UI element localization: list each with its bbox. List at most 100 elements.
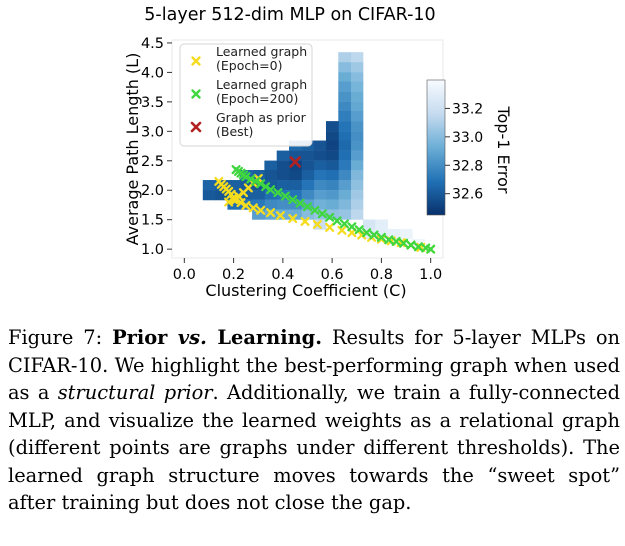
heatmap-cell: [227, 199, 241, 210]
series-point-1: [391, 236, 401, 247]
heatmap-cell: [313, 140, 327, 151]
heatmap-cell: [202, 190, 216, 201]
heatmap-cell: [313, 160, 327, 171]
heatmap-cell: [325, 199, 339, 210]
series-point-1: [295, 198, 305, 208]
heatmap-cell: [227, 180, 241, 191]
series-point-0: [275, 211, 285, 221]
legend-box: [179, 43, 313, 147]
legend-marker-0: [191, 56, 201, 66]
heatmap-cell: [264, 209, 278, 220]
series-point-1: [302, 202, 313, 212]
heatmap-cell: [313, 219, 327, 230]
heatmap-cell: [264, 160, 278, 171]
caption-text-1: Results for 5-layer MLPs on CIFAR-10. We…: [8, 326, 620, 404]
heatmap-cell: [325, 140, 339, 151]
series-point-1: [265, 185, 276, 195]
heatmap-cell: [289, 150, 302, 161]
colorbar-ticks: 32.6 32.8 33.0 33.2: [445, 101, 483, 203]
heatmap-cell: [264, 199, 278, 210]
series-point-1: [273, 188, 283, 198]
heatmap-cell: [289, 180, 302, 191]
heatmap-cell: [313, 180, 327, 191]
heatmap-cell: [338, 180, 352, 191]
y-axis-label: Average Path Length (L): [123, 53, 142, 246]
legend-marker-2: [190, 121, 202, 133]
heatmap-cell: [301, 190, 315, 201]
heatmap-cell: [276, 199, 290, 210]
series-point-1: [317, 209, 327, 219]
colorbar-tick-label: 33.2: [452, 101, 483, 117]
heatmap-cell: [289, 199, 302, 210]
heatmap-cell: [338, 52, 352, 63]
heatmap-cell: [338, 209, 352, 220]
series-point-1: [246, 174, 256, 184]
heatmap-cell: [313, 150, 327, 161]
heatmap-cell: [399, 228, 413, 240]
legend: Learned graph (Epoch=0) Learned graph (Epoc…: [190, 44, 307, 139]
heatmap-cell: [338, 111, 352, 122]
heatmap-cell: [202, 180, 216, 191]
heatmap-cell: [276, 150, 290, 161]
series-point-0: [325, 222, 335, 232]
series-point-1: [362, 228, 372, 238]
x-tick-label: 0.6: [321, 267, 344, 283]
series-point-1: [384, 235, 394, 245]
series-point-1: [251, 176, 261, 186]
x-tick-label: 0.8: [370, 267, 393, 283]
series-point-1: [256, 179, 266, 189]
colorbar-tick-label: 33.0: [452, 130, 483, 146]
series-point-0: [241, 201, 251, 211]
series-point-0: [224, 197, 234, 207]
heatmap-cell: [301, 209, 315, 220]
heatmap-cell: [325, 160, 339, 171]
heatmap-cell: [350, 131, 364, 142]
x-tick-label: 1.0: [419, 267, 442, 283]
heatmap-cell: [338, 81, 352, 92]
heatmap-cell: [264, 190, 278, 201]
heatmap-cell: [338, 150, 352, 161]
heatmap-cell: [325, 131, 339, 142]
scatter-series: [214, 156, 436, 254]
legend-label: Learned graph (Epoch=0): [216, 44, 307, 73]
series-point-1: [339, 219, 350, 229]
caption-text-2: . Additionally, we train a fully-connect…: [8, 381, 620, 514]
heatmap-cell: [252, 170, 265, 181]
series-point-1: [261, 182, 271, 192]
series-point-0: [288, 213, 298, 224]
heatmap-cell: [301, 170, 315, 181]
y-tick-label: 1.0: [141, 242, 164, 258]
heatmap-cell: [276, 160, 290, 171]
heatmap-cell: [350, 111, 364, 122]
heatmap-cell: [325, 121, 339, 132]
legend-label: Graph as prior (Best): [216, 110, 307, 139]
heatmap-cell: [301, 180, 315, 191]
heatmap-cell: [338, 101, 352, 112]
series-point-1: [369, 230, 379, 240]
series-point-0: [300, 216, 310, 227]
y-tick-label: 2.0: [141, 183, 164, 199]
heatmap-cell: [338, 199, 352, 210]
heatmap-cell: [350, 150, 364, 161]
series-point-1: [413, 242, 423, 252]
series-point-1: [406, 240, 416, 250]
heatmap-cell: [338, 190, 352, 201]
y-tick-label: 2.5: [141, 154, 164, 170]
series-point-0: [265, 208, 276, 218]
heatmap-cell: [215, 190, 228, 201]
heatmap-cell: [375, 219, 388, 230]
series-point-1: [354, 225, 364, 235]
heatmap-cell: [301, 199, 315, 210]
heatmap-cell: [276, 209, 290, 220]
heatmap-cell: [350, 190, 364, 201]
heatmap-cell: [252, 190, 265, 201]
heatmap-cell: [375, 228, 388, 240]
heatmap-cell: [338, 62, 352, 73]
y-tick-label: 3.0: [141, 124, 164, 140]
heatmap-cell: [350, 209, 364, 220]
heatmap-cell: [338, 160, 352, 171]
heatmap-cell: [350, 81, 364, 92]
heatmap-cell: [387, 228, 401, 240]
heatmap-cell: [338, 91, 352, 102]
heatmap-cell: [264, 180, 278, 191]
